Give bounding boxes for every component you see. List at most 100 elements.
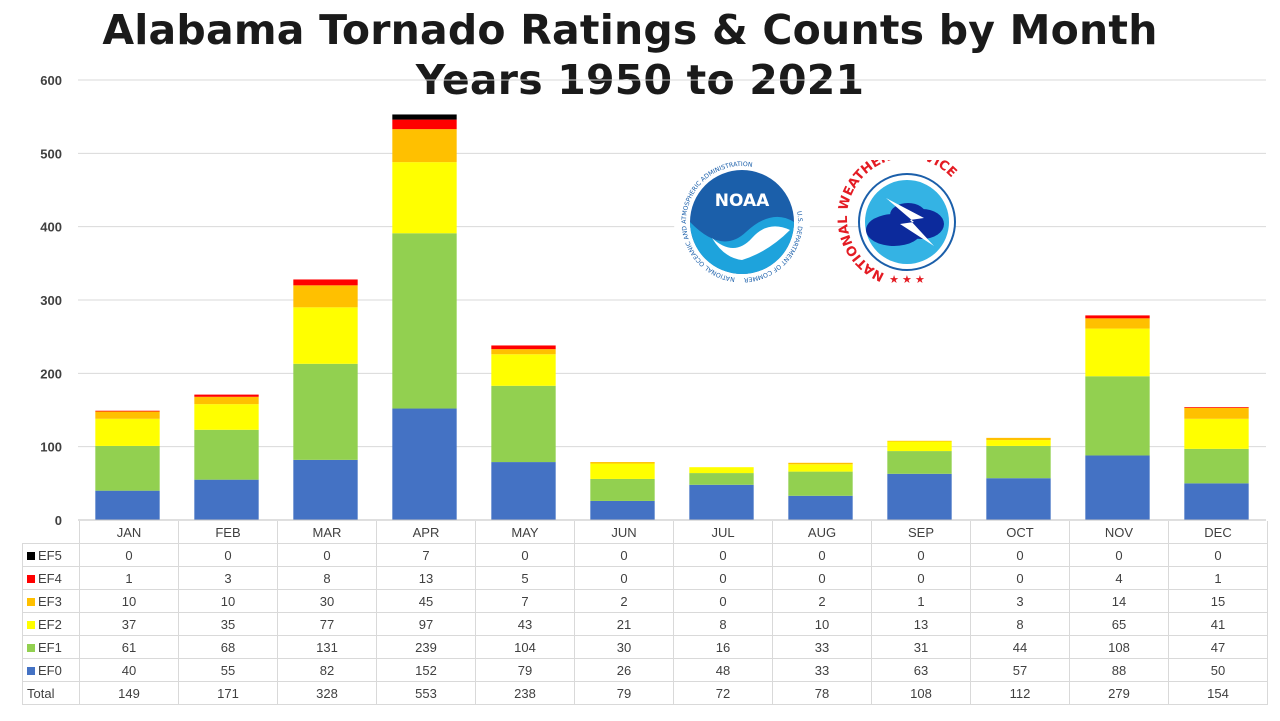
x-tick-label: APR <box>376 521 476 544</box>
data-cell: 33 <box>772 658 872 682</box>
data-cell: 40 <box>79 658 179 682</box>
data-cell: 31 <box>871 635 971 659</box>
data-cell: 0 <box>673 589 773 613</box>
data-cell: 239 <box>376 635 476 659</box>
data-cell: 0 <box>871 543 971 567</box>
data-cell: 37 <box>79 612 179 636</box>
data-cell: 152 <box>376 658 476 682</box>
legend-key-ef5: EF5 <box>22 543 80 567</box>
data-cell: 3 <box>178 566 278 590</box>
data-cell: 82 <box>277 658 377 682</box>
data-cell: 57 <box>970 658 1070 682</box>
bar-ef3-jan <box>95 411 160 419</box>
data-cell: 15 <box>1168 589 1268 613</box>
bar-ef3-may <box>491 349 556 355</box>
data-cell: 14 <box>1069 589 1169 613</box>
data-cell: 61 <box>79 635 179 659</box>
data-cell: 26 <box>574 658 674 682</box>
y-tick-label: 600 <box>40 73 62 88</box>
legend-key-ef3: EF3 <box>22 589 80 613</box>
data-cell: 0 <box>673 543 773 567</box>
bar-ef0-may <box>491 462 556 520</box>
legend-key-ef4: EF4 <box>22 566 80 590</box>
legend-swatch <box>27 666 35 675</box>
data-cell: 1 <box>871 589 971 613</box>
data-cell: 45 <box>376 589 476 613</box>
bar-ef0-jan <box>95 490 160 520</box>
data-cell: 0 <box>772 566 872 590</box>
bar-ef2-sep <box>887 441 952 452</box>
bar-ef1-jun <box>590 478 655 501</box>
data-cell: 41 <box>1168 612 1268 636</box>
bar-ef1-nov <box>1085 376 1150 456</box>
data-cell: 8 <box>970 612 1070 636</box>
bar-ef2-apr <box>392 162 457 234</box>
total-cell: 78 <box>772 681 872 705</box>
bar-ef1-mar <box>293 363 358 460</box>
data-cell: 0 <box>1168 543 1268 567</box>
total-cell: 279 <box>1069 681 1169 705</box>
data-cell: 5 <box>475 566 575 590</box>
total-cell: 553 <box>376 681 476 705</box>
data-cell: 0 <box>79 543 179 567</box>
data-cell: 50 <box>1168 658 1268 682</box>
data-cell: 0 <box>178 543 278 567</box>
bar-ef2-oct <box>986 440 1051 446</box>
total-cell: 154 <box>1168 681 1268 705</box>
bar-ef0-oct <box>986 478 1051 520</box>
bar-ef0-apr <box>392 408 457 520</box>
total-cell: 79 <box>574 681 674 705</box>
data-cell: 43 <box>475 612 575 636</box>
data-cell: 7 <box>475 589 575 613</box>
agency-logos: NOAA NATIONAL OCEANIC AND ATMOSPHERIC AD… <box>672 160 959 290</box>
bar-ef3-feb <box>194 396 259 405</box>
legend-key-ef2: EF2 <box>22 612 80 636</box>
legend-label: EF5 <box>38 547 62 563</box>
data-cell: 2 <box>772 589 872 613</box>
data-cell: 104 <box>475 635 575 659</box>
data-cell: 0 <box>772 543 872 567</box>
data-cell: 108 <box>1069 635 1169 659</box>
data-cell: 10 <box>178 589 278 613</box>
legend-label: EF1 <box>38 639 62 655</box>
x-tick-label: DEC <box>1168 521 1268 544</box>
data-cell: 10 <box>79 589 179 613</box>
bar-ef0-sep <box>887 473 952 520</box>
table-row-ef1: EF1 61 68 131 239 104 30 16 33 31 44 108 47 <box>22 635 1268 659</box>
legend-swatch <box>27 551 35 560</box>
x-tick-label: MAR <box>277 521 377 544</box>
data-cell: 7 <box>376 543 476 567</box>
bar-ef2-aug <box>788 464 853 472</box>
data-cell: 0 <box>1069 543 1169 567</box>
data-cell: 35 <box>178 612 278 636</box>
table-row-ef5: EF5 0 0 0 7 0 0 0 0 0 0 0 0 <box>22 543 1268 567</box>
total-cell: 72 <box>673 681 773 705</box>
bar-ef3-apr <box>392 129 457 163</box>
legend-label: EF4 <box>38 570 62 586</box>
data-cell: 88 <box>1069 658 1169 682</box>
noaa-logo: NOAA NATIONAL OCEANIC AND ATMOSPHERIC AD… <box>672 160 810 290</box>
data-cell: 63 <box>871 658 971 682</box>
bar-ef2-jul <box>689 467 754 474</box>
data-cell: 4 <box>1069 566 1169 590</box>
bar-ef2-mar <box>293 307 358 364</box>
bar-ef0-feb <box>194 479 259 520</box>
bar-ef2-feb <box>194 404 259 430</box>
y-tick-label: 300 <box>40 293 62 308</box>
bar-ef3-dec <box>1184 407 1249 419</box>
bar-ef3-nov <box>1085 318 1150 329</box>
legend-label: EF2 <box>38 616 62 632</box>
bar-ef2-nov <box>1085 328 1150 377</box>
nws-stars: ★ ★ ★ <box>889 274 925 286</box>
data-cell: 0 <box>277 543 377 567</box>
bar-ef2-may <box>491 354 556 386</box>
bar-ef2-dec <box>1184 418 1249 449</box>
data-cell: 8 <box>277 566 377 590</box>
legend-label: EF0 <box>38 662 62 678</box>
table-row-ef0: EF0 40 55 82 152 79 26 48 33 63 57 88 50 <box>22 658 1268 682</box>
legend-swatch <box>27 620 35 629</box>
bar-ef0-nov <box>1085 455 1150 520</box>
x-tick-label: JUL <box>673 521 773 544</box>
x-tick-label: OCT <box>970 521 1070 544</box>
